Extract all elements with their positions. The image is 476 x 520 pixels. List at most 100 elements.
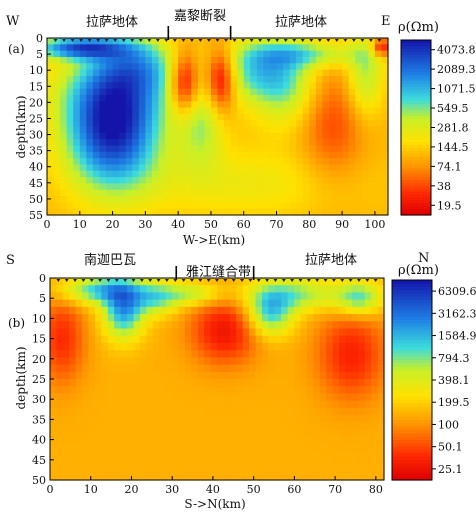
panel-a-heat-cell: [289, 120, 297, 128]
panel-b-heat-cell: [50, 436, 58, 445]
panel-b-heat-cell: [339, 393, 347, 402]
panel-b-heat-cell: [332, 314, 340, 322]
panel-b-heat-cell: [159, 285, 167, 294]
panel-b-heat-cell: [294, 436, 302, 445]
panel-b-heat-cell: [178, 350, 186, 358]
panel-b-heat-cell: [287, 328, 295, 337]
panel-a-heat-cell: [132, 75, 140, 83]
panel-a-heat-cell: [132, 183, 140, 191]
panel-a-heat-cell: [368, 139, 376, 147]
panel-b-heat-cell: [165, 371, 173, 380]
panel-b-heat-cell: [146, 371, 154, 380]
panel-b-heat-cell: [75, 371, 83, 380]
panel-b-heat-cell: [351, 443, 359, 452]
panel-b-heat-cell: [159, 371, 167, 380]
panel-a-heat-cell: [171, 196, 179, 203]
panel-b-heat-cell: [332, 364, 340, 373]
panel-b-heat-cell: [281, 407, 289, 416]
panel-a-heat-cell: [112, 75, 120, 83]
panel-b-heat-cell: [371, 422, 379, 431]
panel-b-heat-cell: [178, 415, 186, 423]
panel-a-heat-cell: [138, 151, 146, 159]
panel-b-heat-cell: [326, 400, 334, 409]
panel-b-heat-cell: [56, 357, 64, 366]
panel-a-colorbar-segment: [401, 40, 431, 44]
panel-b-y-tick-label: 10: [32, 312, 46, 325]
panel-a-heat-cell: [250, 183, 258, 191]
panel-a-heat-cell: [99, 107, 107, 115]
panel-b-heat-cell: [274, 314, 282, 322]
panel-a-heat-cell: [263, 101, 271, 109]
panel-a-heat-cell: [355, 44, 363, 52]
panel-a-heat-cell: [328, 44, 337, 52]
panel-b-heat-cell: [152, 364, 160, 373]
panel-b-heat-cell: [281, 350, 289, 358]
panel-a-heat-cell: [92, 88, 101, 96]
panel-a-heat-cell: [191, 63, 199, 71]
panel-a-heat-cell: [112, 189, 120, 197]
panel-a-heat-cell: [79, 101, 87, 109]
panel-a-heat-cell: [151, 177, 160, 184]
panel-b-heat-cell: [274, 299, 282, 308]
panel-a-heat-cell: [276, 170, 284, 178]
panel-b-heat-cell: [88, 407, 96, 416]
panel-a-heat-cell: [250, 63, 258, 71]
panel-b-heat-cell: [178, 335, 186, 344]
panel-b-heat-cell: [178, 306, 186, 315]
panel-a-heat-cell: [289, 82, 297, 90]
panel-b-heat-cell: [345, 299, 353, 308]
panel-b-heat-cell: [159, 278, 167, 286]
panel-b-heat-cell: [358, 422, 366, 431]
panel-a-x-tick-label: 0: [44, 218, 51, 231]
panel-a-heat-cell: [217, 189, 225, 197]
panel-b-heat-cell: [127, 407, 135, 416]
panel-a-heat-cell: [315, 132, 324, 140]
panel-b-heat-cell: [127, 299, 135, 308]
panel-a-heat-cell: [99, 132, 107, 140]
panel-b-heat-cell: [88, 292, 96, 301]
panel-b-heat-cell: [313, 443, 321, 452]
panel-a-colorbar-segment: [401, 107, 431, 111]
panel-a-heat-cell: [197, 145, 205, 153]
panel-a-heat-cell: [256, 94, 265, 102]
panel-b-heat-cell: [165, 422, 173, 431]
panel-a-heat-cell: [158, 145, 166, 153]
panel-b-heat-cell: [146, 436, 154, 445]
panel-b-heat-cell: [268, 472, 276, 481]
panel-a-heat-cell: [86, 50, 94, 58]
panel-b-heat-cell: [107, 429, 115, 438]
panel-a-heat-cell: [73, 196, 81, 203]
panel-b-heat-cell: [62, 306, 70, 315]
panel-b-heat-cell: [178, 465, 186, 474]
panel-b-heat-cell: [274, 407, 282, 416]
panel-a-heat-cell: [250, 158, 258, 166]
panel-b-heat-cell: [82, 465, 90, 474]
panel-b-heat-cell: [62, 278, 70, 286]
panel-b-heat-cell: [152, 306, 160, 315]
panel-b-heat-cell: [50, 350, 58, 358]
panel-a-heat-cell: [106, 139, 114, 147]
panel-a-heat-cell: [243, 82, 251, 90]
panel-a-heat-cell: [309, 38, 317, 45]
panel-a-heat-cell: [53, 145, 61, 153]
panel-b-heat-cell: [217, 472, 225, 481]
panel-b-heat-cell: [56, 278, 64, 286]
panel-b-heat-cell: [268, 407, 276, 416]
panel-b-heat-cell: [306, 443, 314, 452]
panel-b-station-marker: [248, 279, 253, 282]
panel-b-heat-cell: [56, 379, 64, 387]
panel-a-heat-cell: [197, 177, 205, 184]
panel-b-heat-cell: [345, 379, 353, 387]
panel-b-heat-cell: [210, 429, 218, 438]
panel-b-heat-cell: [82, 472, 90, 481]
panel-a-heat-cell: [178, 196, 186, 203]
panel-a-heat-cell: [145, 196, 153, 203]
panel-a-heat-cell: [79, 107, 87, 115]
panel-a-heat-cell: [348, 38, 356, 45]
panel-b-heat-cell: [184, 335, 192, 344]
panel-b-heat-cell: [268, 292, 276, 301]
panel-a-heat-cell: [361, 101, 369, 109]
panel-a-heat-cell: [53, 94, 61, 102]
panel-b-heat-cell: [351, 451, 359, 459]
panel-b-heat-cell: [358, 292, 366, 301]
